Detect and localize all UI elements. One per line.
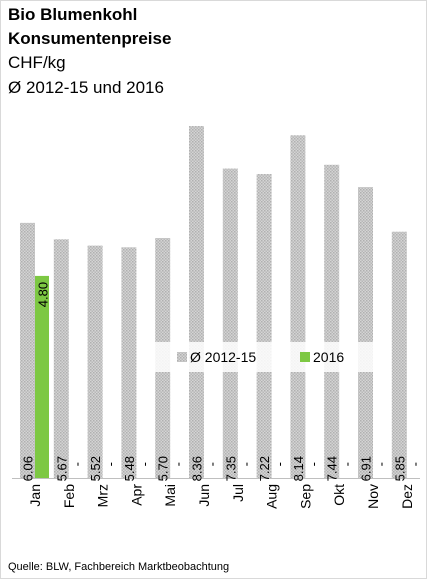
x-tick-label: Feb — [61, 484, 77, 508]
value-label: - — [272, 462, 287, 466]
value-label: 5.52 — [88, 456, 103, 481]
x-tick-label: Mai — [162, 484, 178, 507]
bar — [358, 187, 373, 479]
bar — [324, 164, 340, 478]
legend-label: 2016 — [313, 349, 344, 365]
legend-swatch — [300, 352, 310, 362]
x-tick-label: Jan — [27, 484, 43, 507]
bar — [87, 245, 103, 478]
period: Ø 2012-15 und 2016 — [8, 78, 164, 97]
unit: CHF/kg — [8, 53, 66, 72]
value-label: 7.44 — [325, 456, 340, 481]
legend-label: Ø 2012-15 — [190, 349, 256, 365]
chart-title: Bio Blumenkohl — [8, 5, 137, 24]
x-tick-label: Sep — [297, 484, 313, 509]
value-label: - — [306, 462, 321, 466]
value-label: 4.80 — [36, 282, 51, 307]
bar — [290, 135, 306, 478]
value-label: - — [171, 462, 186, 466]
x-tick-label: Okt — [331, 484, 347, 506]
value-label: - — [407, 462, 422, 466]
legend-box — [155, 342, 380, 372]
bar — [20, 222, 35, 478]
value-label: 5.85 — [392, 456, 407, 481]
value-label: 5.70 — [156, 456, 171, 481]
value-label: - — [238, 462, 253, 466]
value-label: - — [374, 462, 389, 466]
x-tick-label: Apr — [128, 484, 144, 506]
legend-swatch — [177, 352, 187, 362]
x-tick-label: Jun — [196, 484, 212, 507]
source: Quelle: BLW, Fachbereich Marktbeobachtun… — [8, 561, 229, 573]
bar — [391, 231, 407, 478]
x-tick-label: Dez — [399, 484, 415, 509]
value-label: 5.48 — [122, 456, 137, 481]
x-tick-label: Mrz — [95, 484, 111, 507]
value-label: - — [69, 462, 84, 466]
value-label: 8.14 — [291, 456, 306, 481]
x-tick-label: Nov — [365, 484, 381, 509]
value-label: 7.22 — [257, 456, 272, 481]
bar — [121, 247, 137, 478]
x-tick-label: Jul — [230, 484, 246, 502]
value-label: 5.67 — [54, 456, 69, 481]
value-label: - — [340, 462, 355, 466]
value-label: 6.91 — [359, 456, 374, 481]
value-label: - — [137, 462, 152, 466]
bar — [222, 168, 238, 478]
value-label: 8.36 — [190, 456, 205, 481]
bar — [53, 239, 69, 478]
bar — [256, 174, 272, 478]
x-tick-label: Aug — [264, 484, 280, 509]
value-label: - — [205, 462, 220, 466]
value-label: 7.35 — [223, 456, 238, 481]
bar — [189, 126, 204, 478]
value-label: 6.06 — [21, 456, 36, 481]
value-label: - — [103, 462, 118, 466]
bar — [35, 275, 49, 478]
chart-subtitle: Konsumentenpreise — [8, 29, 171, 48]
